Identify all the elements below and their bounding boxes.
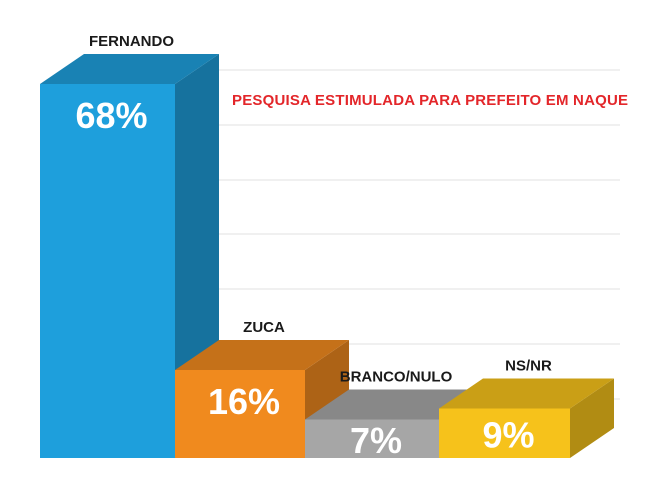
category-label: NS/NR <box>505 358 552 375</box>
bar-top <box>439 378 614 409</box>
bar-value-label: 9% <box>482 414 534 455</box>
bar-value-label: 7% <box>350 420 402 461</box>
bar-top <box>175 340 349 370</box>
bar-top <box>305 389 483 420</box>
bar-value-label: 16% <box>208 381 280 422</box>
bar-value-label: 68% <box>75 95 147 136</box>
bar <box>175 370 305 458</box>
bar-top <box>40 54 219 84</box>
category-label: FERNANDO <box>89 33 174 50</box>
category-label: BRANCO/NULO <box>340 369 453 386</box>
chart-title: PESQUISA ESTIMULADA PARA PREFEITO EM NAQ… <box>232 92 629 109</box>
bar <box>305 419 439 458</box>
bar <box>439 408 570 458</box>
bar-side <box>570 378 614 458</box>
bar <box>40 84 175 458</box>
category-label: ZUCA <box>243 319 285 336</box>
